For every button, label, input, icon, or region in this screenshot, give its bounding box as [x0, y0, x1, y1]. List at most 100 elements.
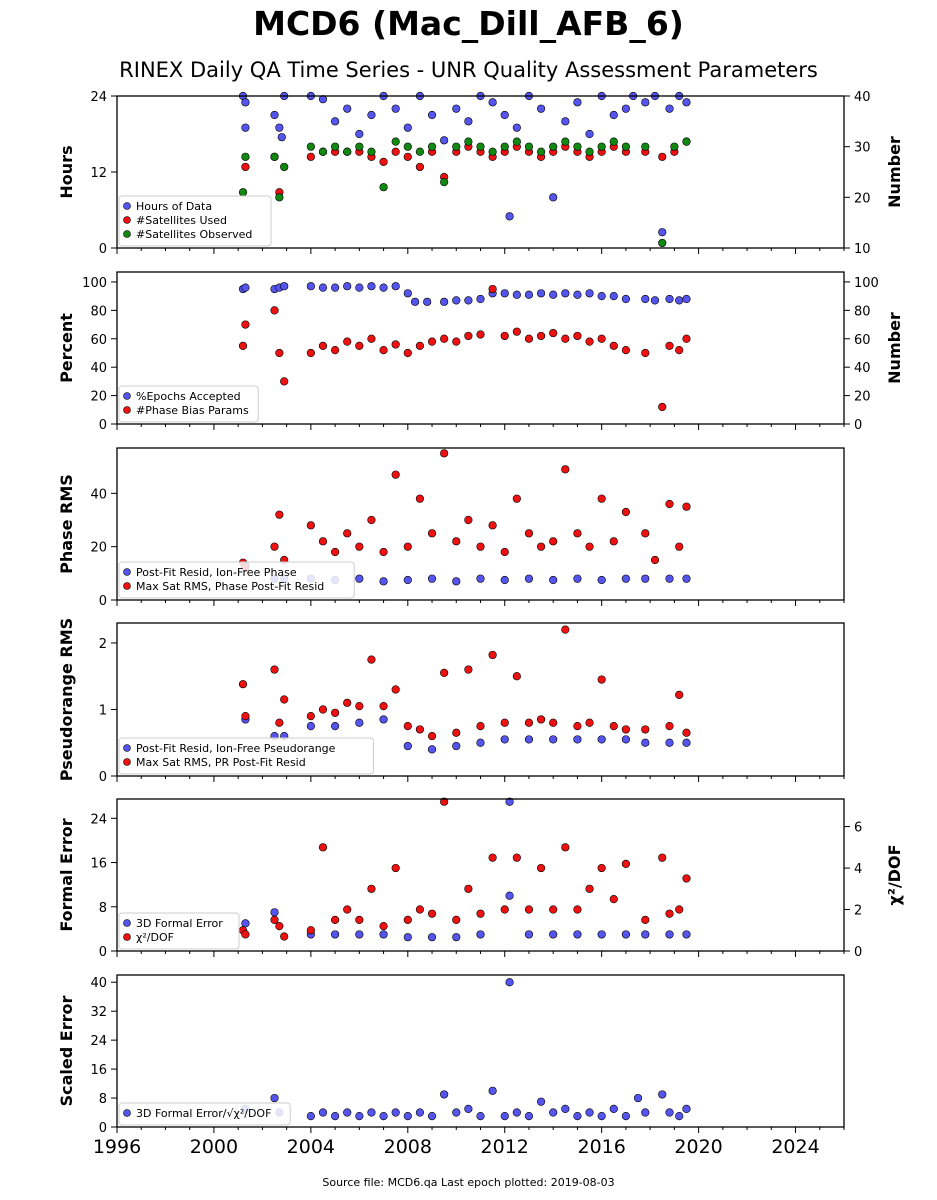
y-right-tick-label: 6 [854, 821, 862, 836]
data-point [621, 930, 631, 939]
data-point [415, 341, 425, 350]
data-point [536, 1097, 546, 1106]
data-point [464, 515, 473, 525]
data-point [609, 341, 618, 350]
data-point [621, 859, 631, 869]
data-point [500, 142, 509, 151]
data-point [682, 137, 691, 146]
data-point [355, 915, 364, 924]
plot-frame [116, 447, 845, 601]
data-point [476, 909, 485, 918]
y-tick-label: 0 [99, 945, 107, 960]
legend-marker [123, 568, 131, 576]
data-point [641, 738, 650, 747]
x-tick-label: 1996 [93, 1136, 141, 1158]
data-point [597, 142, 606, 151]
data-point [241, 712, 250, 721]
data-point [573, 331, 582, 341]
data-point [275, 510, 284, 519]
data-point [423, 297, 432, 306]
data-point [391, 1108, 400, 1117]
legend-marker [123, 1109, 131, 1117]
data-point [403, 1112, 412, 1121]
data-point [452, 337, 461, 346]
data-point [476, 294, 485, 304]
data-point [665, 722, 674, 731]
data-point [427, 142, 437, 151]
data-point [415, 494, 425, 503]
data-point [355, 702, 364, 711]
data-point [585, 542, 594, 551]
legend-label: Max Sat RMS, PR Post-Fit Resid [136, 756, 306, 769]
data-point [682, 98, 691, 107]
data-point [512, 1108, 521, 1117]
legend-marker [123, 392, 131, 400]
data-point [306, 142, 315, 151]
data-point [238, 680, 248, 689]
data-point [306, 282, 315, 291]
y-right-tick-label: 0 [854, 945, 862, 960]
data-point [452, 142, 461, 151]
data-point [270, 110, 279, 120]
legend-box [118, 1102, 291, 1126]
data-point [275, 193, 284, 202]
x-tick-label: 2008 [384, 1136, 432, 1158]
data-point [573, 905, 582, 914]
data-point [549, 718, 558, 727]
data-point [464, 117, 473, 126]
data-point [512, 123, 521, 132]
data-point [318, 283, 328, 292]
data-point [452, 915, 461, 924]
data-point [682, 1104, 691, 1114]
data-point [641, 930, 650, 939]
data-point [343, 529, 352, 538]
data-point [536, 542, 546, 551]
y-tick-label: 24 [90, 812, 107, 827]
data-point [440, 136, 449, 145]
data-point [280, 377, 289, 386]
data-point [379, 283, 388, 292]
data-point [670, 142, 679, 151]
data-point [403, 152, 412, 161]
data-point [241, 98, 250, 107]
data-point [641, 915, 650, 924]
data-point [355, 930, 364, 939]
data-point [403, 542, 412, 551]
data-point [524, 930, 534, 939]
data-point [270, 665, 279, 674]
data-point [464, 884, 473, 893]
data-point [675, 690, 684, 699]
data-point [331, 117, 340, 126]
legend-box [118, 737, 374, 775]
data-point [573, 735, 582, 744]
legend-label: Max Sat RMS, Phase Post-Fit Resid [136, 580, 324, 593]
data-point [440, 297, 449, 306]
data-point [440, 178, 449, 187]
data-point [512, 853, 521, 862]
data-point [415, 147, 425, 156]
data-point [476, 574, 485, 583]
legend-marker [123, 744, 131, 752]
y-tick-label: 0 [99, 242, 107, 257]
data-point [500, 289, 509, 298]
y-tick-label: 40 [90, 976, 107, 991]
data-point [440, 449, 449, 458]
data-point [343, 905, 352, 914]
data-point [488, 853, 497, 862]
y-right-tick-label: 80 [854, 304, 871, 319]
data-point [665, 104, 674, 113]
data-point [641, 98, 650, 107]
y-right-tick-label: 10 [854, 242, 871, 257]
data-point [476, 330, 485, 339]
data-point [464, 1104, 473, 1114]
y-right-tick-label: 20 [854, 191, 871, 206]
data-point [585, 289, 594, 298]
data-point [270, 542, 279, 551]
data-point [306, 722, 315, 731]
data-point [665, 1108, 674, 1117]
x-tick-label: 2012 [481, 1136, 529, 1158]
data-point [682, 294, 691, 304]
data-point [665, 499, 674, 509]
data-point [280, 282, 289, 291]
